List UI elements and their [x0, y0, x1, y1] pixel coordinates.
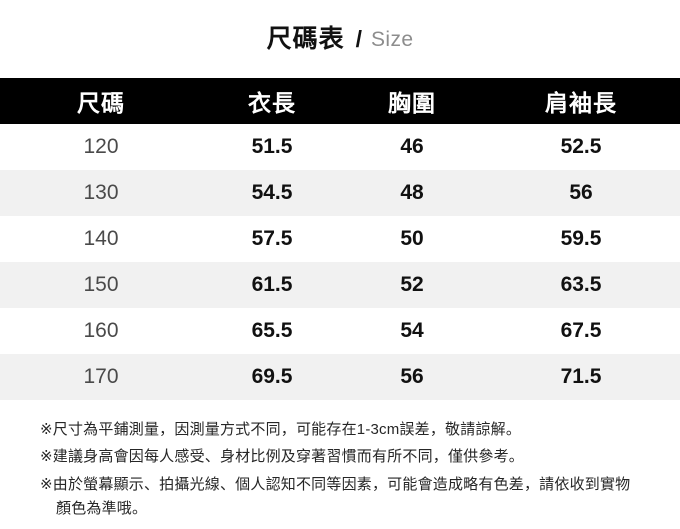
cell-shoulder-sleeve: 59.5 [560, 227, 602, 250]
cell-chest: 50 [400, 227, 424, 250]
cell-length: 61.5 [251, 273, 293, 296]
title-subtitle-text: Size [370, 27, 414, 51]
cell-length: 69.5 [251, 365, 293, 388]
cell-length: 65.5 [251, 319, 293, 342]
table-row: 120 51.5 46 52.5 [0, 124, 680, 170]
cell-shoulder-sleeve: 63.5 [560, 273, 602, 296]
cell-chest: 52 [400, 273, 424, 296]
cell-size: 130 [83, 181, 119, 204]
title-separator: / [355, 25, 362, 52]
cell-chest: 48 [400, 181, 424, 204]
title-main-text: 尺碼表 [266, 24, 345, 53]
table-body: 120 51.5 46 52.5 130 54.5 48 56 140 57.5… [0, 124, 680, 400]
note-measurement-tolerance: ※尺寸為平鋪測量，因測量方式不同，可能存在1-3cm誤差，敬請諒解。 [40, 421, 522, 438]
size-table: 尺碼 衣長 胸圍 肩袖長 120 51.5 46 52.5 130 54.5 4… [0, 78, 680, 400]
cell-size: 150 [83, 273, 119, 296]
cell-shoulder-sleeve: 52.5 [560, 135, 602, 158]
cell-chest: 46 [400, 135, 424, 158]
cell-shoulder-sleeve: 71.5 [560, 365, 602, 388]
table-row: 160 65.5 54 67.5 [0, 308, 680, 354]
table-row: 170 69.5 56 71.5 [0, 354, 680, 400]
column-header-size: 尺碼 [77, 90, 125, 116]
cell-size: 120 [83, 135, 119, 158]
column-header-chest: 胸圍 [388, 90, 436, 116]
cell-size: 140 [83, 227, 119, 250]
notes-section: ※尺寸為平鋪測量，因測量方式不同，可能存在1-3cm誤差，敬請諒解。 ※建議身高… [0, 400, 680, 521]
cell-length: 54.5 [251, 181, 293, 204]
table-row: 150 61.5 52 63.5 [0, 262, 680, 308]
table-header: 尺碼 衣長 胸圍 肩袖長 [0, 78, 680, 124]
note-color-difference: ※由於螢幕顯示、拍攝光線、個人認知不同等因素，可能會造成略有色差，請依收到實物顏… [40, 475, 631, 517]
cell-size: 160 [83, 319, 119, 342]
column-header-shoulder-sleeve: 肩袖長 [545, 90, 617, 116]
column-header-length: 衣長 [248, 90, 296, 116]
cell-shoulder-sleeve: 67.5 [560, 319, 602, 342]
cell-shoulder-sleeve: 56 [569, 181, 593, 204]
cell-length: 57.5 [251, 227, 293, 250]
cell-chest: 56 [400, 365, 424, 388]
table-header-row: 尺碼 衣長 胸圍 肩袖長 [0, 78, 680, 124]
page-title: 尺碼表 / Size [0, 0, 680, 78]
table-row: 140 57.5 50 59.5 [0, 216, 680, 262]
cell-size: 170 [83, 365, 119, 388]
table-row: 130 54.5 48 56 [0, 170, 680, 216]
note-height-recommendation: ※建議身高會因每人感受、身材比例及穿著習慣而有所不同，僅供參考。 [40, 448, 524, 466]
cell-length: 51.5 [251, 135, 293, 158]
cell-chest: 54 [400, 319, 424, 342]
